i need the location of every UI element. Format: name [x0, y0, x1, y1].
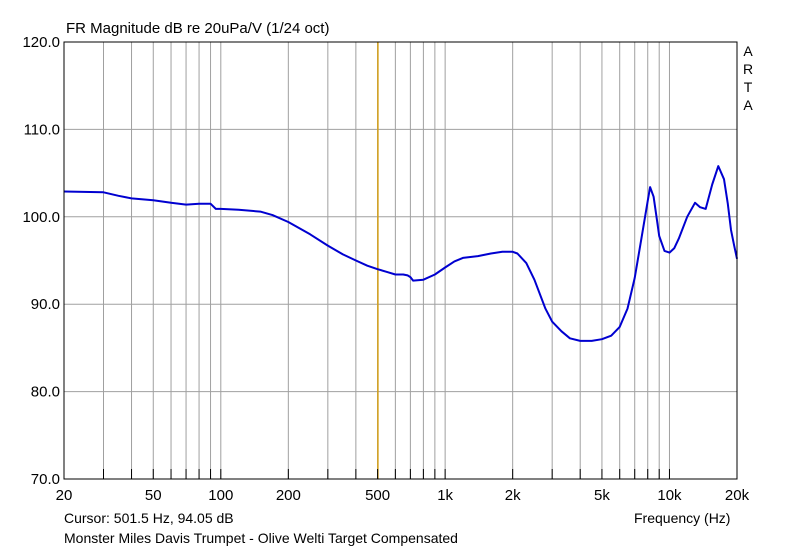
plot-frame — [63, 41, 738, 480]
brand-letter: R — [742, 61, 754, 77]
x-tick-label: 20 — [56, 487, 73, 504]
y-tick-label: 120.0 — [22, 34, 60, 51]
y-tick-label: 80.0 — [31, 384, 60, 401]
cursor-readout: Cursor: 501.5 Hz, 94.05 dB — [64, 510, 234, 526]
y-tick-label: 100.0 — [22, 209, 60, 226]
brand-letter: A — [743, 97, 753, 113]
chart-title: FR Magnitude dB re 20uPa/V (1/24 oct) — [66, 20, 330, 37]
x-tick-label: 20k — [725, 487, 750, 504]
brand-letter: A — [743, 43, 753, 59]
x-tick-label: 200 — [276, 487, 301, 504]
grid-lines — [64, 42, 737, 479]
response-curve — [63, 165, 738, 342]
y-tick-label: 110.0 — [24, 121, 60, 138]
x-tick-label: 100 — [208, 487, 233, 504]
x-tick-label: 50 — [145, 487, 162, 504]
x-tick-label: 5k — [594, 487, 610, 504]
chart-caption: Monster Miles Davis Trumpet - Olive Welt… — [64, 530, 458, 546]
x-axis-label: Frequency (Hz) — [634, 510, 731, 526]
axis-ticks: 70.0 80.0 90.0 100.0 110.0 120.0 20 50 100 200 500… — [22, 34, 749, 504]
x-tick-label: 2k — [505, 487, 521, 504]
x-tick-label: 500 — [365, 487, 390, 504]
x-tick-label: 10k — [657, 487, 682, 504]
y-tick-label: 70.0 — [31, 471, 60, 488]
brand-letter: T — [743, 79, 753, 95]
brand-label: A R T A — [741, 42, 755, 114]
x-tick-label: 1k — [437, 487, 453, 504]
y-tick-label: 90.0 — [31, 296, 60, 313]
